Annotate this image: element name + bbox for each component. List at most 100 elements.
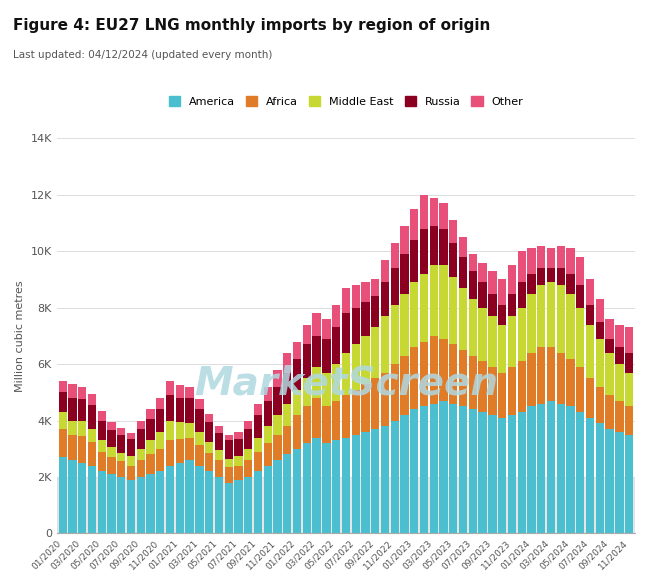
Bar: [283, 353, 291, 373]
Bar: [88, 466, 96, 533]
Bar: [303, 378, 311, 407]
Bar: [127, 466, 135, 480]
Bar: [400, 415, 409, 533]
Bar: [57, 477, 635, 533]
Bar: [605, 339, 614, 353]
Bar: [244, 449, 252, 460]
Bar: [625, 373, 633, 407]
Bar: [439, 265, 448, 339]
Bar: [127, 456, 135, 466]
Bar: [391, 268, 399, 305]
Text: MarketScreen: MarketScreen: [194, 364, 498, 403]
Bar: [254, 404, 262, 415]
Bar: [361, 432, 370, 533]
Bar: [274, 387, 281, 415]
Bar: [576, 308, 584, 367]
Bar: [127, 433, 135, 439]
Bar: [185, 387, 194, 398]
Bar: [352, 390, 360, 435]
Bar: [293, 342, 301, 359]
Bar: [88, 442, 96, 466]
Bar: [185, 438, 194, 460]
Bar: [439, 203, 448, 229]
Bar: [322, 373, 330, 407]
Bar: [107, 431, 116, 447]
Bar: [498, 373, 506, 418]
Bar: [430, 197, 438, 226]
Bar: [117, 462, 125, 477]
Bar: [478, 362, 487, 412]
Bar: [205, 453, 213, 471]
Bar: [146, 419, 155, 440]
Bar: [342, 353, 350, 395]
Bar: [410, 282, 419, 347]
Bar: [205, 422, 213, 442]
Bar: [459, 407, 467, 533]
Bar: [185, 424, 194, 438]
Bar: [98, 411, 106, 421]
Bar: [576, 412, 584, 533]
Bar: [342, 438, 350, 533]
Bar: [146, 454, 155, 474]
Bar: [303, 407, 311, 443]
Bar: [107, 474, 116, 533]
Bar: [625, 328, 633, 353]
Bar: [195, 445, 203, 466]
Bar: [166, 381, 174, 395]
Bar: [625, 435, 633, 533]
Bar: [68, 421, 77, 435]
Bar: [439, 339, 448, 401]
Bar: [146, 440, 155, 454]
Bar: [88, 394, 96, 405]
Bar: [254, 452, 262, 471]
Bar: [517, 308, 526, 362]
Bar: [88, 405, 96, 429]
Bar: [420, 195, 428, 229]
Bar: [586, 325, 594, 378]
Bar: [566, 359, 575, 407]
Bar: [361, 336, 370, 384]
Bar: [537, 404, 545, 533]
Bar: [205, 414, 213, 422]
Bar: [605, 353, 614, 395]
Bar: [625, 407, 633, 435]
Bar: [517, 362, 526, 412]
Bar: [156, 449, 164, 471]
Bar: [117, 428, 125, 435]
Bar: [156, 398, 164, 409]
Bar: [469, 409, 477, 533]
Bar: [68, 460, 77, 533]
Bar: [449, 404, 458, 533]
Bar: [547, 401, 555, 533]
Bar: [176, 422, 184, 439]
Bar: [58, 381, 67, 393]
Bar: [107, 447, 116, 457]
Bar: [293, 415, 301, 449]
Bar: [107, 457, 116, 474]
Bar: [156, 432, 164, 449]
Bar: [185, 398, 194, 424]
Bar: [566, 294, 575, 359]
Bar: [469, 271, 477, 299]
Bar: [517, 412, 526, 533]
Bar: [420, 274, 428, 342]
Bar: [234, 456, 242, 466]
Bar: [420, 342, 428, 407]
Bar: [527, 248, 536, 274]
Bar: [293, 359, 301, 390]
Bar: [410, 240, 419, 282]
Bar: [78, 436, 86, 463]
Bar: [107, 422, 116, 431]
Bar: [498, 280, 506, 305]
Bar: [478, 308, 487, 362]
Bar: [274, 415, 281, 435]
Bar: [381, 426, 389, 533]
Bar: [381, 282, 389, 316]
Bar: [283, 373, 291, 404]
Bar: [313, 398, 320, 438]
Bar: [537, 246, 545, 268]
Bar: [430, 265, 438, 336]
Bar: [508, 415, 516, 533]
Bar: [303, 325, 311, 345]
Bar: [78, 463, 86, 533]
